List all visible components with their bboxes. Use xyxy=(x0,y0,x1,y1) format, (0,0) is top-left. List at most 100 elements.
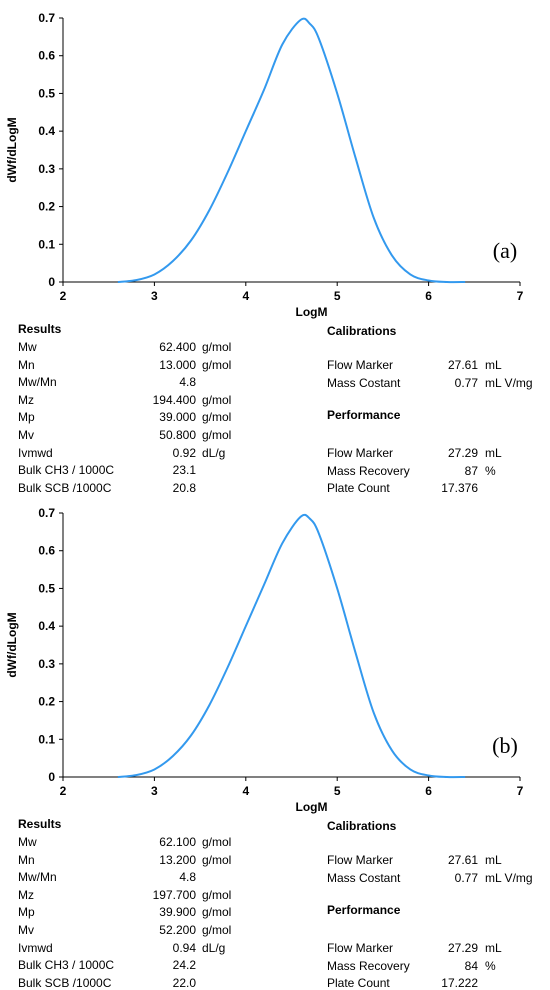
calibration-unit: mL xyxy=(485,358,502,372)
result-value: 62.400 xyxy=(159,340,196,354)
x-tick-label: 6 xyxy=(425,289,432,303)
performance-value: 27.29 xyxy=(447,446,478,460)
result-unit: g/mol xyxy=(202,835,232,849)
x-tick-label: 5 xyxy=(334,784,341,798)
panel-a: 0 0.1 0.2 0.3 0.4 0.5 0.6 0.7 2 3 4 5 6 7 dWf/dLogM Log… xyxy=(5,11,533,495)
calibration-label: Flow Marker xyxy=(327,358,394,372)
result-value: 4.8 xyxy=(179,375,196,390)
y-tick-label: 0.5 xyxy=(38,86,55,100)
result-value: 197.700 xyxy=(152,887,196,902)
performance-unit: mL xyxy=(485,941,502,955)
x-tick-label: 3 xyxy=(151,289,158,303)
result-unit: g/mol xyxy=(202,392,232,407)
result-label: Mn xyxy=(18,357,35,372)
result-unit: g/mol xyxy=(202,410,232,425)
result-unit: dL/g xyxy=(202,940,226,955)
chart-a: 0 0.1 0.2 0.3 0.4 0.5 0.6 0.7 2 3 4 5 6 7 dWf/dLogM Log… xyxy=(5,11,524,319)
y-tick-label: 0.4 xyxy=(38,124,55,138)
result-label: Mp xyxy=(18,410,35,425)
result-value: 39.000 xyxy=(159,410,196,425)
performance-unit: % xyxy=(485,958,496,973)
result-value: 4.8 xyxy=(179,870,196,885)
result-label: Mv xyxy=(18,923,34,937)
calibration-value: 0.77 xyxy=(454,375,478,390)
result-value: 13.200 xyxy=(159,852,196,867)
result-value: 0.92 xyxy=(172,445,196,460)
y-tick-label: 0.3 xyxy=(38,657,55,671)
results-heading: Results xyxy=(18,817,62,831)
result-unit: g/mol xyxy=(202,887,232,902)
y-tick-label: 0.7 xyxy=(38,11,55,25)
calibration-label: Flow Marker xyxy=(327,853,394,867)
performance-value: 17.222 xyxy=(441,976,478,990)
performance-unit: mL xyxy=(485,446,502,460)
y-tick-label: 0.5 xyxy=(38,581,55,595)
result-label: Mp xyxy=(18,905,35,920)
result-label: Bulk SCB /1000C xyxy=(18,975,112,990)
y-axis-label: dWf/dLogM xyxy=(5,117,19,182)
performance-label: Mass Recovery xyxy=(327,463,410,478)
x-axis-label: LogM xyxy=(296,305,328,319)
x-tick-label: 3 xyxy=(151,784,158,798)
result-unit: g/mol xyxy=(202,428,232,442)
result-unit: g/mol xyxy=(202,357,232,372)
result-label: Mn xyxy=(18,852,35,867)
performance-label: Flow Marker xyxy=(327,446,394,460)
series-line xyxy=(117,513,466,779)
performance-label: Plate Count xyxy=(327,976,390,990)
x-tick-label: 2 xyxy=(60,784,67,798)
result-label: Mw xyxy=(18,340,37,354)
y-tick-label: 0.2 xyxy=(38,695,55,709)
y-tick-label: 0.7 xyxy=(38,506,55,520)
result-unit: dL/g xyxy=(202,445,226,460)
result-value: 20.8 xyxy=(172,480,196,495)
x-tick-label: 4 xyxy=(242,784,249,798)
y-tick-label: 0 xyxy=(48,770,55,784)
performance-heading: Performance xyxy=(327,408,401,422)
result-label: Mz xyxy=(18,887,34,902)
y-tick-label: 0.4 xyxy=(38,619,55,633)
result-label: Mw/Mn xyxy=(18,870,57,885)
result-value: 22.0 xyxy=(172,975,196,990)
result-label: Ivmwd xyxy=(18,445,53,460)
panel-label: (a) xyxy=(493,238,517,263)
chart-b: 0 0.1 0.2 0.3 0.4 0.5 0.6 0.7 2 3 4 5 6 7 dWf/dLogM Log… xyxy=(5,506,524,814)
y-axis-label: dWf/dLogM xyxy=(5,612,19,677)
calibration-value: 27.61 xyxy=(447,853,478,867)
result-value: 50.800 xyxy=(159,428,196,442)
result-unit: g/mol xyxy=(202,923,232,937)
result-value: 13.000 xyxy=(159,357,196,372)
x-tick-label: 7 xyxy=(517,289,524,303)
result-label: Mw/Mn xyxy=(18,375,57,390)
result-value: 23.1 xyxy=(172,463,196,478)
calibration-unit: mL V/mg xyxy=(485,375,533,390)
calibrations-heading: Calibrations xyxy=(327,324,397,338)
x-tick-label: 6 xyxy=(425,784,432,798)
y-tick-label: 0.2 xyxy=(38,200,55,214)
calibration-label: Mass Costant xyxy=(327,375,401,390)
result-value: 194.400 xyxy=(152,392,196,407)
calibration-unit: mL xyxy=(485,853,502,867)
panel-b: 0 0.1 0.2 0.3 0.4 0.5 0.6 0.7 2 3 4 5 6 7 dWf/dLogM Log… xyxy=(0,495,550,990)
y-tick-label: 0.6 xyxy=(38,49,55,63)
calibration-value: 27.61 xyxy=(447,358,478,372)
y-tick-label: 0.1 xyxy=(38,237,55,251)
y-tick-label: 0.6 xyxy=(38,544,55,558)
performance-label: Flow Marker xyxy=(327,941,394,955)
result-label: Bulk CH3 / 1000C xyxy=(18,958,115,973)
panel-label: (b) xyxy=(492,733,518,758)
x-tick-label: 4 xyxy=(242,289,249,303)
performance-unit: % xyxy=(485,463,496,478)
result-unit: g/mol xyxy=(202,852,232,867)
x-tick-label: 2 xyxy=(60,289,67,303)
y-tick-label: 0.3 xyxy=(38,162,55,176)
y-tick-label: 0 xyxy=(48,275,55,289)
result-label: Mz xyxy=(18,392,34,407)
result-unit: g/mol xyxy=(202,905,232,920)
x-tick-label: 5 xyxy=(334,289,341,303)
result-value: 0.94 xyxy=(172,940,196,955)
calibration-value: 0.77 xyxy=(454,870,478,885)
results-heading: Results xyxy=(18,322,62,336)
result-label: Ivmwd xyxy=(18,940,53,955)
series-line xyxy=(117,17,466,284)
